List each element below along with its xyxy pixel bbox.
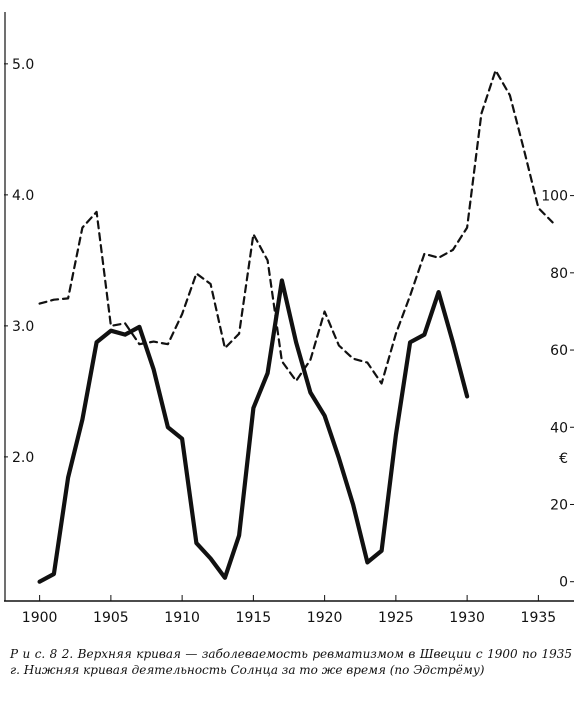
series-layer xyxy=(37,69,554,584)
left-axis-ticks: 5.0 4.0 3.0 2.0 xyxy=(4,57,34,466)
right-tick-label: 80 xyxy=(550,266,568,282)
x-tick-label: 1910 xyxy=(164,610,200,626)
right-tick-label: 40 xyxy=(550,420,568,436)
lower-solid-series-line xyxy=(37,278,470,584)
x-axis-ticks: 1900 1905 1910 1915 1920 1925 1930 1935 xyxy=(22,595,556,626)
right-tick-label: 100 xyxy=(541,189,568,205)
x-tick-label: 1915 xyxy=(236,610,272,626)
figure-caption: Р и с. 8 2. Верхняя кривая — заболеваемо… xyxy=(10,647,572,677)
left-tick-label: 3.0 xyxy=(12,319,34,335)
right-tick-label: 60 xyxy=(550,343,568,359)
right-axis-unit-mark: € xyxy=(559,451,568,467)
x-tick-label: 1935 xyxy=(521,610,557,626)
x-tick-label: 1900 xyxy=(22,610,58,626)
x-tick-label: 1930 xyxy=(449,610,485,626)
left-tick-label: 2.0 xyxy=(12,450,34,466)
left-tick-label: 5.0 xyxy=(12,57,34,73)
axes xyxy=(4,12,574,602)
x-tick-label: 1905 xyxy=(93,610,129,626)
right-axis-ticks: 100 80 60 40 20 0 xyxy=(541,189,574,591)
right-tick-label: 0 xyxy=(559,575,568,591)
left-tick-label: 4.0 xyxy=(12,188,34,204)
x-tick-label: 1925 xyxy=(378,610,414,626)
x-tick-label: 1920 xyxy=(307,610,343,626)
right-tick-label: 20 xyxy=(550,497,568,513)
